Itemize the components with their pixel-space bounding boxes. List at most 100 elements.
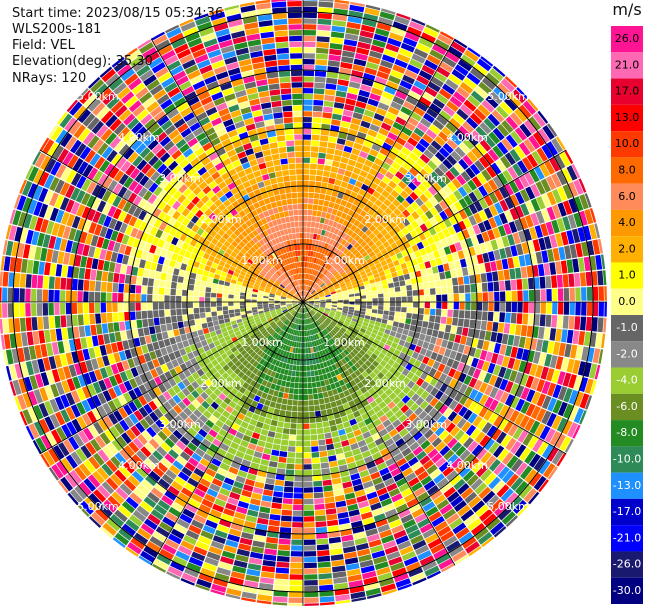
velocity-gate bbox=[217, 289, 223, 294]
velocity-gate bbox=[153, 287, 159, 295]
velocity-gate bbox=[331, 431, 339, 438]
velocity-gate bbox=[328, 60, 340, 67]
velocity-gate bbox=[396, 297, 401, 302]
velocity-gate bbox=[2, 303, 8, 318]
velocity-gate bbox=[303, 42, 316, 48]
velocity-gate bbox=[425, 295, 430, 301]
velocity-gate bbox=[135, 303, 140, 311]
velocity-gate bbox=[142, 311, 148, 319]
velocity-gate bbox=[304, 418, 310, 423]
velocity-gate bbox=[330, 401, 337, 407]
velocity-gate bbox=[313, 481, 322, 487]
velocity-gate bbox=[509, 269, 516, 280]
velocity-gate bbox=[383, 315, 389, 320]
velocity-gate bbox=[4, 334, 11, 349]
velocity-gate bbox=[335, 179, 342, 186]
velocity-gate bbox=[130, 312, 136, 321]
velocity-gate bbox=[314, 228, 318, 234]
velocity-gate bbox=[587, 287, 593, 301]
velocity-gate bbox=[316, 422, 323, 428]
velocity-gate bbox=[95, 292, 100, 302]
velocity-gate bbox=[48, 290, 54, 302]
velocity-gate bbox=[294, 389, 299, 395]
velocity-gate bbox=[179, 328, 186, 335]
velocity-gate bbox=[271, 420, 278, 426]
velocity-gate bbox=[494, 302, 499, 312]
velocity-gate bbox=[574, 273, 580, 287]
velocity-gate bbox=[306, 239, 309, 244]
velocity-gate bbox=[311, 377, 315, 383]
velocity-gate bbox=[304, 574, 317, 580]
velocity-gate bbox=[500, 302, 505, 312]
velocity-gate bbox=[304, 516, 315, 522]
velocity-gate bbox=[506, 291, 512, 301]
velocity-gate bbox=[264, 484, 274, 491]
velocity-gate bbox=[83, 303, 89, 314]
velocity-gate bbox=[469, 275, 475, 284]
velocity-gate bbox=[228, 306, 234, 310]
velocity-gate bbox=[213, 320, 219, 326]
velocity-gate bbox=[361, 295, 366, 298]
velocity-gate bbox=[77, 291, 83, 302]
velocity-gate bbox=[557, 275, 563, 288]
velocity-gate bbox=[332, 161, 340, 168]
velocity-gate bbox=[314, 492, 324, 498]
velocity-gate bbox=[488, 302, 493, 311]
velocity-gate bbox=[101, 313, 107, 323]
velocity-gate bbox=[96, 270, 103, 281]
velocity-gate bbox=[331, 119, 341, 126]
velocity-gate bbox=[454, 260, 461, 269]
velocity-gate bbox=[319, 451, 327, 457]
velocity-gate bbox=[316, 217, 321, 223]
velocity-gate bbox=[20, 274, 26, 288]
velocity-gate bbox=[261, 429, 269, 436]
velocity-gate bbox=[330, 43, 343, 50]
velocity-gate bbox=[321, 410, 327, 416]
velocity-gate bbox=[312, 458, 320, 464]
velocity-gate bbox=[0, 303, 2, 318]
velocity-gate bbox=[21, 259, 28, 273]
velocity-gate bbox=[136, 277, 142, 286]
velocity-gate bbox=[303, 94, 313, 99]
velocity-gate bbox=[138, 268, 145, 277]
velocity-gate bbox=[60, 303, 66, 315]
velocity-gate bbox=[303, 140, 311, 145]
velocity-gate bbox=[188, 314, 194, 320]
velocity-gate bbox=[316, 176, 323, 182]
velocity-gate bbox=[522, 278, 528, 289]
velocity-gate bbox=[569, 288, 575, 301]
velocity-gate bbox=[103, 261, 110, 272]
velocity-gate bbox=[246, 305, 251, 308]
velocity-gate bbox=[310, 429, 317, 435]
velocity-gate bbox=[327, 450, 335, 457]
velocity-gate bbox=[310, 365, 314, 371]
velocity-gate bbox=[411, 319, 417, 325]
velocity-gate bbox=[278, 457, 286, 463]
velocity-gate bbox=[293, 505, 303, 510]
velocity-gate bbox=[217, 307, 223, 311]
velocity-gate bbox=[112, 303, 118, 312]
velocity-gate bbox=[401, 291, 407, 296]
velocity-gate bbox=[8, 288, 14, 302]
velocity-gate bbox=[578, 331, 585, 345]
velocity-gate bbox=[282, 434, 289, 440]
velocity-gate bbox=[311, 146, 319, 152]
velocity-gate bbox=[453, 310, 459, 318]
velocity-gate bbox=[334, 149, 342, 156]
velocity-gate bbox=[314, 498, 324, 504]
velocity-gate bbox=[188, 303, 193, 309]
velocity-gate bbox=[72, 303, 78, 314]
velocity-gate bbox=[223, 286, 229, 291]
velocity-gate bbox=[320, 218, 325, 224]
velocity-gate bbox=[89, 281, 95, 292]
velocity-gate bbox=[309, 354, 312, 360]
velocity-gate bbox=[309, 239, 313, 245]
velocity-gate bbox=[340, 434, 348, 441]
velocity-gate bbox=[298, 401, 303, 406]
velocity-gate bbox=[323, 421, 330, 427]
velocity-gate bbox=[575, 302, 581, 315]
velocity-gate bbox=[401, 307, 407, 312]
velocity-gate bbox=[317, 164, 324, 170]
velocity-gate bbox=[27, 332, 34, 346]
velocity-gate bbox=[284, 387, 289, 393]
